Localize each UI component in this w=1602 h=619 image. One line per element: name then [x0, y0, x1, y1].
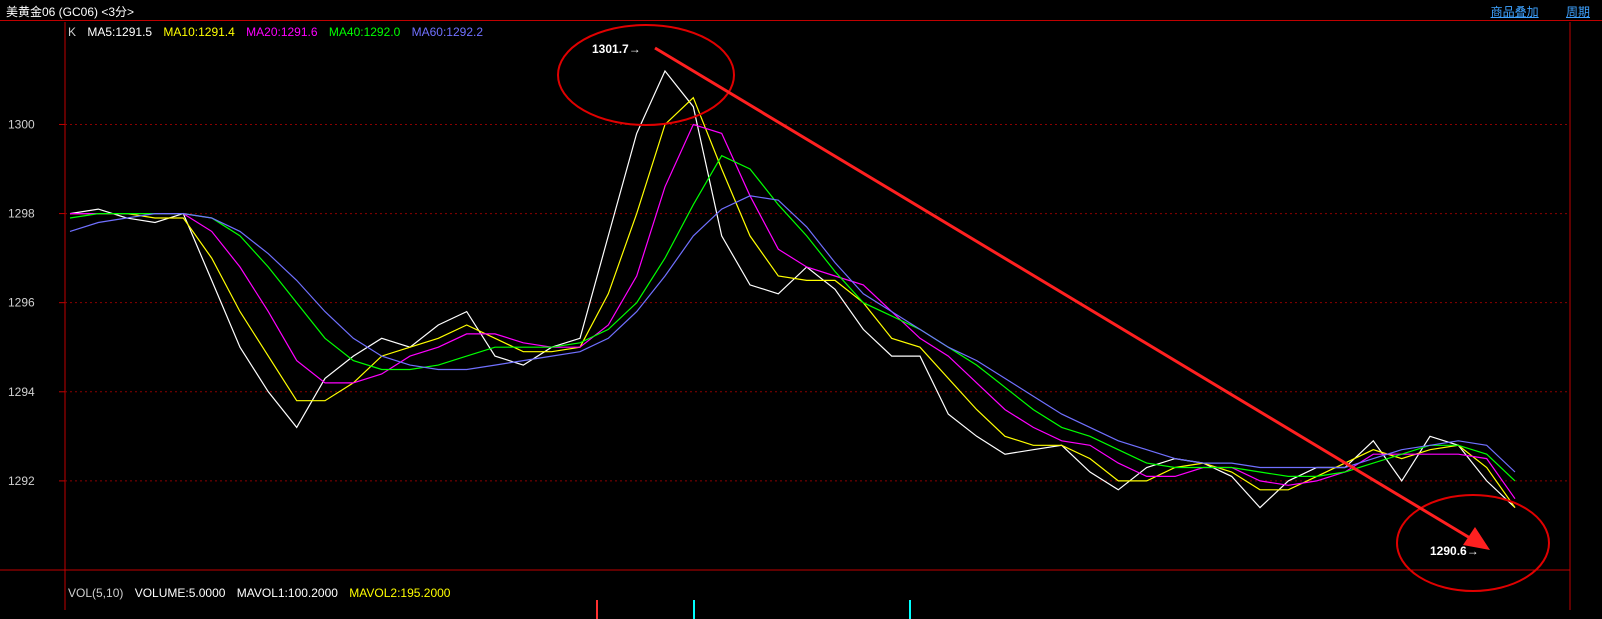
overlay-button[interactable]: 商品叠加 [1490, 5, 1539, 19]
mavol1-label: MAVOL1:100.2000 [236, 586, 338, 600]
series-ma20-line [70, 123, 1516, 500]
series-ma60-line [69, 195, 1516, 473]
volume-legend: VOL(5,10) VOLUME:5.0000 MAVOL1:100.2000 … [68, 586, 458, 600]
low-label: 1290.6→ [1430, 544, 1479, 558]
y-tick-label: 1300 [8, 117, 35, 131]
mavol2-label: MAVOL2:195.2000 [349, 586, 451, 600]
ma20-label: MA20:1291.6 [246, 25, 318, 39]
series-ma40-line [69, 154, 1516, 482]
title-bar: 美黄金06 (GC06) <3分> 商品叠加 周期 [0, 0, 1602, 21]
ma40-label: MA40:1292.0 [328, 25, 401, 39]
y-tick-label: 1296 [8, 296, 35, 310]
series-ma10-line [70, 96, 1516, 508]
y-tick-label: 1292 [8, 474, 35, 488]
trend-arrow-head [1463, 527, 1490, 550]
ma60-label: MA60:1292.2 [411, 25, 484, 39]
high-label: 1301.7→ [592, 42, 641, 56]
ma10-label: MA10:1291.4 [163, 25, 235, 39]
y-tick-label: 1294 [8, 385, 35, 399]
high-circle [557, 24, 735, 126]
volume-label: VOLUME:5.0000 [134, 586, 226, 600]
instrument-title: 美黄金06 (GC06) <3分> [6, 5, 135, 19]
trend-arrow-line [654, 46, 1471, 540]
ma5-label: MA5:1291.5 [87, 25, 153, 39]
vol-label: VOL(5,10) [68, 586, 124, 600]
low-circle [1396, 494, 1550, 592]
y-tick-label: 1298 [8, 207, 35, 221]
ma-legend: K MA5:1291.5 MA10:1291.4 MA20:1291.6 MA4… [68, 25, 491, 39]
series-ma5-line [69, 69, 1516, 509]
top-menu: 商品叠加 周期 [1467, 3, 1590, 20]
period-button[interactable]: 周期 [1565, 5, 1590, 19]
k-label: K [68, 25, 77, 39]
